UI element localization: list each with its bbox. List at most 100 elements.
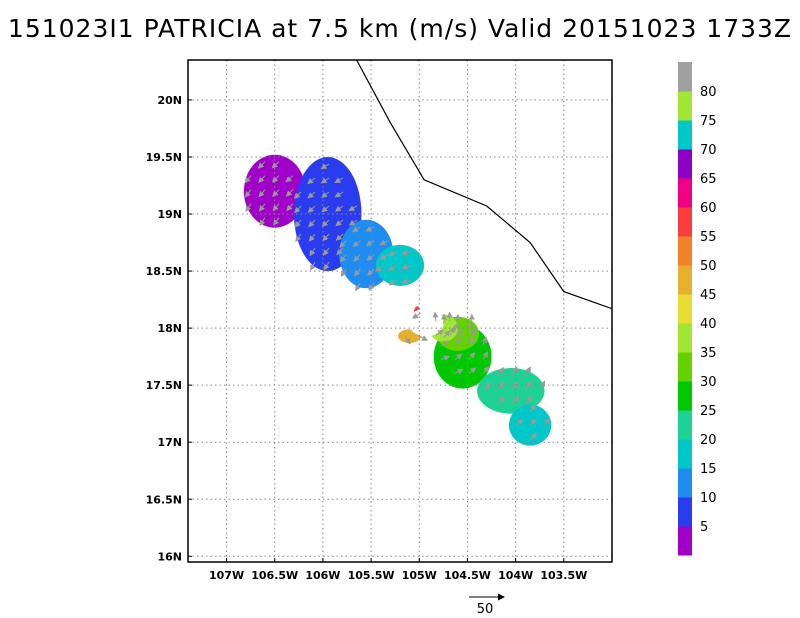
wind-vector [511, 381, 519, 390]
wind-vector [529, 403, 537, 412]
wind-vector [456, 328, 463, 338]
wind-vector [294, 219, 302, 228]
x-tick-label: 106.5W [251, 569, 298, 582]
x-tick-label: 105.5W [348, 569, 395, 582]
wind-vector [379, 254, 389, 260]
wind-vector [401, 263, 412, 270]
wind-vector [244, 189, 252, 198]
colorbar-label: 20 [700, 433, 717, 448]
y-tick-label: 18.5N [146, 265, 182, 278]
y-tick-label: 19.5N [146, 151, 182, 164]
wind-vector [453, 322, 459, 332]
colorbar-segment [678, 410, 692, 440]
colorbar-label: 40 [700, 317, 717, 332]
colorbar-segment [678, 526, 692, 556]
colorbar-label: 50 [700, 259, 717, 274]
x-tick-label: 105W [402, 569, 437, 582]
wind-vector [322, 247, 330, 256]
colorbar-segment [678, 352, 692, 382]
colorbar-label: 65 [700, 172, 717, 187]
wind-vector [285, 189, 294, 197]
wind-vector [294, 205, 302, 214]
wind-vector [454, 368, 464, 375]
colorbar: 5 10 15 20 25 30 35 40 45 50 55 60 65 70 75 80 [678, 62, 717, 556]
x-tick-label: 107W [209, 569, 244, 582]
colorbar-label: 70 [700, 143, 717, 158]
coastline [356, 60, 612, 310]
wind-vector [449, 326, 455, 336]
wind-vector [339, 240, 347, 248]
wind-vector [366, 254, 375, 261]
wind-vector [454, 337, 462, 347]
colorbar-segment [678, 468, 692, 498]
wind-vector [353, 254, 361, 262]
y-tick-label: 17N [157, 436, 182, 449]
wind-vector [525, 395, 533, 404]
wind-vector [440, 355, 451, 362]
colorbar-segment [678, 439, 692, 469]
wind-speed-region [375, 244, 425, 286]
wind-vector [497, 381, 505, 390]
wind-vector [511, 366, 518, 376]
wind-vector [365, 225, 375, 232]
colorbar-segment [678, 236, 692, 266]
colorbar-label: 30 [700, 375, 717, 390]
wind-vector [401, 278, 412, 284]
wind-vector [259, 217, 266, 227]
plot-area: 107W 106.5W 106W 105.5W 105W 104.5W 104W 103.5W… [146, 59, 613, 582]
wind-vector [468, 336, 474, 346]
wind-vector [440, 313, 447, 324]
wind-vector [336, 247, 344, 256]
wind-vector [454, 353, 463, 361]
colorbar-segment [678, 62, 692, 92]
colorbar-segment [678, 294, 692, 324]
x-tick-label: 104.5W [444, 569, 491, 582]
wind-vector [320, 163, 330, 170]
wind-vector [511, 395, 519, 404]
wind-vector [334, 191, 344, 198]
reference-vector-label: 50 [477, 602, 494, 617]
y-tick-label: 16N [157, 550, 182, 563]
wind-vector [293, 191, 302, 199]
wind-vector [271, 175, 280, 183]
wind-vector [355, 282, 361, 292]
wind-vector [525, 366, 531, 376]
wind-vector [272, 189, 280, 198]
reference-vector: 50 [469, 593, 505, 617]
wind-vector [244, 175, 252, 184]
wind-vector [388, 264, 398, 271]
wind-vector [374, 265, 384, 272]
wind-vector [245, 203, 252, 212]
wind-vector [483, 382, 492, 390]
wind-vector [481, 336, 488, 346]
x-tick-label: 106W [305, 569, 340, 582]
grid-lines [188, 60, 612, 562]
wind-vector [411, 312, 421, 319]
wind-vector [310, 261, 316, 271]
colorbar-label: 15 [700, 462, 717, 477]
wind-vector [379, 239, 389, 246]
colorbar-label: 5 [700, 520, 708, 535]
wind-vector [309, 247, 316, 257]
colorbar-segment [678, 120, 692, 150]
wind-vector [539, 380, 546, 390]
colorbar-label: 55 [700, 230, 717, 245]
wind-vector [295, 233, 302, 243]
wind-vector [440, 340, 450, 347]
colorbar-label: 60 [700, 201, 717, 216]
wind-vector [257, 161, 266, 169]
wind-vector [321, 205, 330, 213]
wind-vector [307, 191, 316, 199]
wind-vector [340, 268, 347, 278]
wind-vector [334, 177, 344, 183]
wind-vector [272, 203, 280, 212]
wind-vector [543, 418, 551, 426]
colorbar-label: 35 [700, 346, 717, 361]
colorbar-label: 80 [700, 85, 717, 100]
wind-vector [286, 203, 294, 212]
wind-vector [525, 380, 532, 390]
wind-vector [387, 250, 398, 257]
wind-vector [334, 205, 344, 212]
wind-vector [432, 311, 439, 322]
